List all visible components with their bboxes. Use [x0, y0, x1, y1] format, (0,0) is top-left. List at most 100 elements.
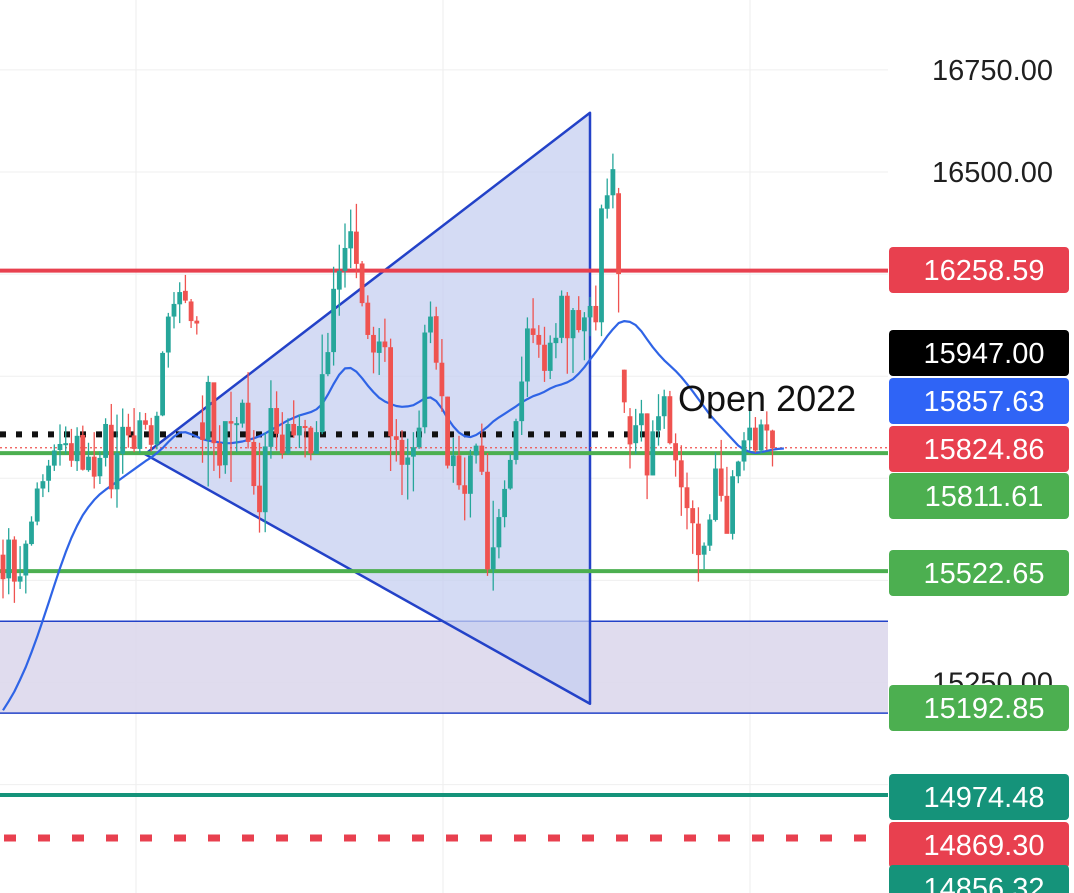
candle — [205, 375, 211, 487]
candle — [473, 443, 479, 464]
candle-body — [376, 341, 382, 353]
candle — [257, 442, 262, 533]
candle — [701, 542, 707, 570]
candle-body — [462, 485, 468, 494]
y-tick-label: 16750.00 — [932, 55, 1053, 87]
candle — [148, 417, 154, 452]
candle-body — [69, 443, 74, 461]
candle-body — [411, 447, 416, 457]
range-zone-rect — [0, 621, 888, 714]
candle — [462, 457, 468, 521]
candle-body — [17, 576, 23, 582]
candle-body — [371, 334, 376, 353]
candle-body — [650, 431, 656, 476]
candle-body — [559, 295, 564, 338]
candle — [103, 418, 108, 467]
candle — [405, 438, 411, 500]
candle-body — [188, 301, 194, 322]
candle — [599, 204, 604, 337]
price-tag-label: 16258.59 — [924, 255, 1045, 287]
candle — [542, 326, 547, 382]
candle-body — [502, 488, 507, 518]
candle — [222, 421, 228, 474]
candle-body — [587, 305, 593, 318]
candle-body — [160, 352, 165, 416]
candle-body — [23, 543, 29, 576]
candle — [633, 408, 639, 455]
candle-body — [456, 455, 462, 486]
candle-body — [319, 374, 325, 433]
candle-body — [450, 455, 456, 467]
candle — [365, 295, 371, 340]
candle-body — [399, 439, 405, 465]
candle — [621, 369, 627, 413]
candle — [371, 326, 376, 374]
candle — [673, 433, 678, 477]
candle-body — [382, 341, 388, 348]
annotations: Open 2022 — [678, 378, 856, 419]
candle — [587, 296, 593, 337]
candle-body — [97, 457, 103, 477]
candle — [393, 419, 399, 462]
candle-body — [433, 316, 439, 363]
candle-body — [678, 460, 684, 488]
candle-body — [718, 468, 724, 496]
candle-body — [359, 263, 365, 304]
candle — [747, 392, 753, 451]
candle-body — [177, 292, 183, 305]
candle — [12, 536, 17, 603]
candle — [183, 274, 188, 304]
candle-body — [165, 316, 171, 353]
triangle-drawing — [143, 111, 592, 705]
candle-body — [621, 369, 627, 403]
candle-body — [639, 413, 644, 426]
candle-body — [604, 195, 610, 209]
candle — [707, 514, 713, 551]
candle — [433, 306, 439, 370]
candle — [6, 528, 12, 595]
candle — [268, 380, 274, 459]
candle-body — [490, 547, 496, 570]
candle — [718, 439, 724, 502]
candle — [171, 292, 177, 329]
candle — [137, 412, 143, 453]
candle — [297, 414, 302, 449]
candle-body — [536, 334, 542, 345]
candle-body — [57, 443, 63, 451]
candle-body — [570, 310, 576, 339]
candle — [667, 390, 673, 445]
price-tag-label: 15522.65 — [924, 558, 1045, 590]
candle-body — [701, 545, 707, 555]
candle — [741, 432, 747, 471]
candle — [536, 325, 542, 358]
candle-body — [325, 352, 331, 375]
candle-body — [564, 295, 570, 339]
candle — [485, 452, 490, 576]
candle — [650, 420, 656, 476]
candle-body — [240, 402, 245, 424]
candle — [348, 209, 354, 268]
candle-body — [439, 362, 445, 397]
candle — [80, 425, 86, 471]
candle — [245, 372, 251, 449]
candle — [428, 301, 433, 344]
candle — [559, 290, 564, 344]
candle-body — [770, 430, 775, 449]
candle — [359, 261, 365, 307]
candle — [336, 244, 342, 316]
candle-body — [29, 521, 34, 545]
candle-body — [342, 247, 348, 271]
candle-body — [582, 317, 587, 332]
candle — [376, 328, 382, 375]
candle-body — [205, 381, 211, 440]
candle-body — [86, 456, 91, 471]
candle — [74, 427, 80, 471]
candle — [91, 432, 97, 489]
candle-body — [251, 441, 257, 487]
price-tag: 15857.63 — [889, 378, 1069, 424]
candle-body — [525, 328, 530, 382]
candle-body — [34, 488, 40, 522]
candle-body — [6, 539, 12, 579]
candle — [678, 445, 684, 516]
candle-body — [388, 347, 393, 437]
